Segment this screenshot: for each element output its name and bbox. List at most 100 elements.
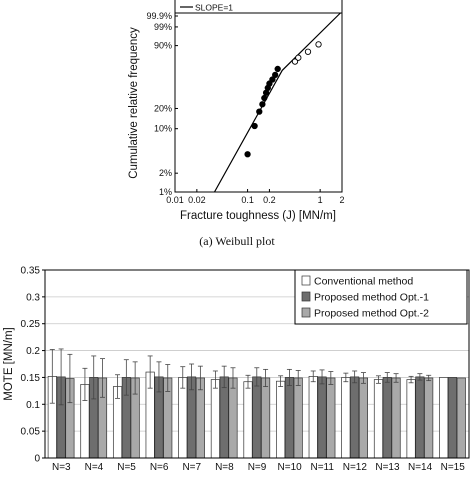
weibull-x-tick-label: 0.01 (166, 195, 184, 205)
weibull-legend-label: SLOPE=1 (195, 3, 233, 13)
bar-chart-x-tick-label: N=6 (150, 462, 169, 473)
weibull-data-point-open (304, 48, 312, 55)
weibull-y-tick-label: 1% (159, 187, 172, 197)
bar-chart-x-tick-label: N=9 (248, 462, 267, 473)
weibull-plot: SLOPE=1 1%2%10%20%90%99%99.9% 0.01 0.02 0.… (128, 0, 345, 248)
bar (424, 377, 434, 459)
bar (358, 377, 368, 459)
bar (415, 376, 425, 459)
bar (178, 377, 188, 459)
bar (252, 376, 262, 459)
bar (308, 376, 318, 459)
weibull-x-tick-label: 0.1 (241, 195, 254, 205)
weibull-slope-line-path (213, 12, 341, 193)
bar (341, 377, 351, 459)
bar (317, 376, 327, 459)
bar (447, 377, 458, 459)
bar-chart-frame (44, 269, 470, 459)
weibull-points (244, 41, 322, 158)
bar-chart-y-tick-label: 0.1 (26, 400, 40, 411)
bar (293, 377, 303, 459)
bar-chart-y-axis-label: MOTE [MN/m] (3, 327, 15, 400)
weibull-data-point-filled (274, 65, 281, 73)
bar-chart-bars (47, 371, 466, 459)
weibull-x-tick-label: 1 (318, 195, 323, 205)
bar (406, 379, 416, 459)
bar (350, 376, 360, 459)
bar (284, 377, 294, 459)
bar-chart-y-tick-label: 0.2 (26, 346, 40, 357)
weibull-y-tick-label: 2% (159, 168, 172, 178)
bar-chart-y-tick-label: 0.05 (21, 427, 41, 438)
weibull-x-axis-label: Fracture toughness (J) [MN/m] (180, 210, 336, 222)
bar (326, 377, 336, 459)
weibull-data-point-filled (256, 108, 263, 115)
bar-chart-y-ticks: 0 0.05 0.1 0.15 0.2 0.25 0.3 0.35 (21, 266, 45, 465)
bar (382, 377, 392, 459)
weibull-y-tick-label: 99.9% (146, 11, 172, 21)
weibull-x-tick-label: 0.02 (188, 195, 206, 205)
bar-chart-x-ticks: N=3 N=4 N=5 N=6 N=7 N=8 N=9 N=10 N=11 N=12 N=13 N=1… (52, 462, 465, 473)
weibull-x-ticks: 0.01 0.02 0.1 0.2 1 2 (166, 189, 345, 205)
weibull-plot-frame (174, 12, 343, 193)
weibull-y-tick-label: 20% (154, 103, 172, 113)
weibull-data-point-open (315, 41, 322, 48)
weibull-data-point-filled (269, 76, 276, 83)
bar (439, 377, 449, 459)
bar-chart-x-tick-label: N=15 (441, 462, 466, 473)
weibull-x-tick-label: 2 (339, 195, 344, 205)
legend-label: Proposed method Opt.-1 (314, 292, 429, 304)
weibull-y-tick-label: 90% (154, 41, 172, 51)
legend-label: Conventional method (314, 276, 413, 288)
bar-chart-x-tick-label: N=11 (311, 462, 335, 473)
bar-chart-x-tick-label: N=12 (343, 462, 368, 473)
bar (391, 377, 401, 459)
bar-chart-x-tick-label: N=10 (278, 462, 303, 473)
bar (261, 377, 271, 459)
weibull-data-point-filled (259, 101, 266, 108)
weibull-caption: (a) Weibull plot (199, 234, 275, 248)
legend-swatch (301, 275, 311, 286)
weibull-data-point-filled (266, 80, 273, 87)
bar-chart-legend-box (294, 269, 468, 325)
weibull-data-point-filled (272, 71, 279, 79)
bar (243, 381, 253, 459)
weibull-data-point-filled (251, 122, 258, 130)
bar-chart-x-tick-label: N=13 (375, 462, 400, 473)
bar-chart-y-tick-label: 0.15 (21, 373, 41, 384)
weibull-data-point-filled (261, 94, 268, 102)
bar (373, 379, 384, 459)
weibull-data-point-open (295, 54, 302, 61)
weibull-legend: SLOPE=1 (174, 0, 343, 14)
legend-swatch (301, 291, 311, 302)
bar (276, 380, 286, 459)
bar-chart-y-tick-label: 0 (34, 454, 40, 465)
bar-chart-x-tick-label: N=3 (52, 462, 71, 473)
bar (456, 377, 466, 459)
bar (219, 376, 229, 459)
bar-chart-error-bars (49, 348, 432, 406)
mote-bar-chart: 00.050.10.150.20.250.30.35 N=3 N=4 N=5 N=6 N… (3, 266, 470, 473)
weibull-x-tick-label: 0.2 (263, 195, 276, 205)
weibull-y-ticks: 1% 2% 10% 20% 90% 99%99.9% (146, 11, 178, 197)
bar-chart-x-tick-label: N=14 (408, 462, 433, 473)
weibull-y-tick-label: 10% (154, 124, 172, 134)
legend-swatch (301, 307, 311, 318)
bar-chart-x-tick-label: N=4 (85, 462, 104, 473)
legend-label: Proposed method Opt.-2 (314, 308, 429, 320)
bar-chart-y-tick-label: 0.3 (26, 292, 40, 303)
bar-chart-legend: Conventional method Proposed method Opt.-… (294, 269, 468, 325)
bar (228, 377, 238, 459)
bar-chart-x-tick-label: N=8 (215, 462, 234, 473)
weibull-data-point-filled (244, 151, 251, 158)
bar-chart-y-tick-label: 0.25 (21, 319, 41, 330)
weibull-y-tick-label: 99% (154, 22, 172, 32)
weibull-legend-box (174, 0, 343, 14)
bar-chart-y-tick-label: 0.35 (21, 266, 41, 277)
weibull-y-axis-label: Cumulative relative frequency (128, 27, 140, 179)
weibull-slope-line (213, 12, 341, 193)
weibull-data-point-open (291, 58, 299, 65)
bar (210, 379, 220, 459)
